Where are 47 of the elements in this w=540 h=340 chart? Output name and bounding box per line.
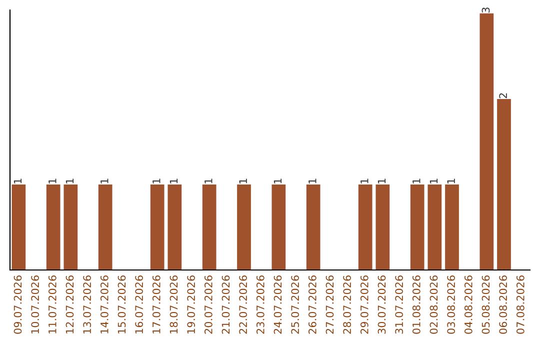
data-label: 1 [204,178,212,184]
x-tick-label: 28.07.2026 [343,276,352,334]
x-tick-label: 11.07.2026 [48,276,56,334]
x-tick-label: 16.07.2026 [135,276,144,334]
data-label: 1 [14,178,22,184]
data-label: 1 [239,178,247,184]
x-tick-label: 15.07.2026 [118,276,126,334]
data-label: 1 [100,178,108,184]
x-tick-label: 18.07.2026 [170,276,178,334]
x-tick-label: 30.07.2026 [378,276,386,334]
x-tick-label: 12.07.2026 [66,276,74,334]
x-tick-label: 27.07.2026 [326,276,334,334]
data-label: 1 [447,178,455,184]
x-tick-label: 19.07.2026 [187,276,196,334]
data-label: 3 [482,8,490,13]
x-tick-label: 31.07.2026 [395,276,404,334]
x-tick-label: 05.08.2026 [482,276,490,334]
x-tick-label: 03.08.2026 [447,276,456,334]
data-label: 1 [308,178,316,184]
x-tick-label: 22.07.2026 [239,276,248,334]
x-tick-label: 20.07.2026 [204,276,212,334]
x-tick-label: 24.07.2026 [274,276,282,334]
data-label: 1 [274,178,282,184]
data-label: 1 [430,178,438,184]
data-label: 1 [412,178,420,184]
x-tick-label: 26.07.2026 [308,276,316,334]
data-label: 2 [499,93,507,98]
data-label: 1 [152,178,160,184]
x-tick-label: 25.07.2026 [291,276,300,334]
data-label: 1 [66,178,74,184]
x-tick-label: 02.08.2026 [430,276,438,334]
data-label: 1 [170,178,178,184]
x-tick-label: 07.08.2026 [516,276,524,334]
x-tick-label: 01.08.2026 [412,276,420,334]
x-tick-label: 29.07.2026 [360,276,368,334]
data-label: 1 [360,178,368,184]
x-tick-label: 09.07.2026 [14,276,22,334]
x-tick-label: 10.07.2026 [31,276,40,334]
x-tick-label: 06.08.2026 [499,276,508,334]
data-label: 1 [48,178,56,184]
x-tick-label: 23.07.2026 [256,276,264,334]
x-tick-label: 04.08.2026 [464,276,472,334]
x-tick-label: 14.07.2026 [100,276,108,334]
x-tick-label: 13.07.2026 [83,276,92,334]
x-tick-label: 21.07.2026 [222,276,230,334]
data-label: 1 [378,178,386,184]
x-tick-label: 17.07.2026 [152,276,160,334]
